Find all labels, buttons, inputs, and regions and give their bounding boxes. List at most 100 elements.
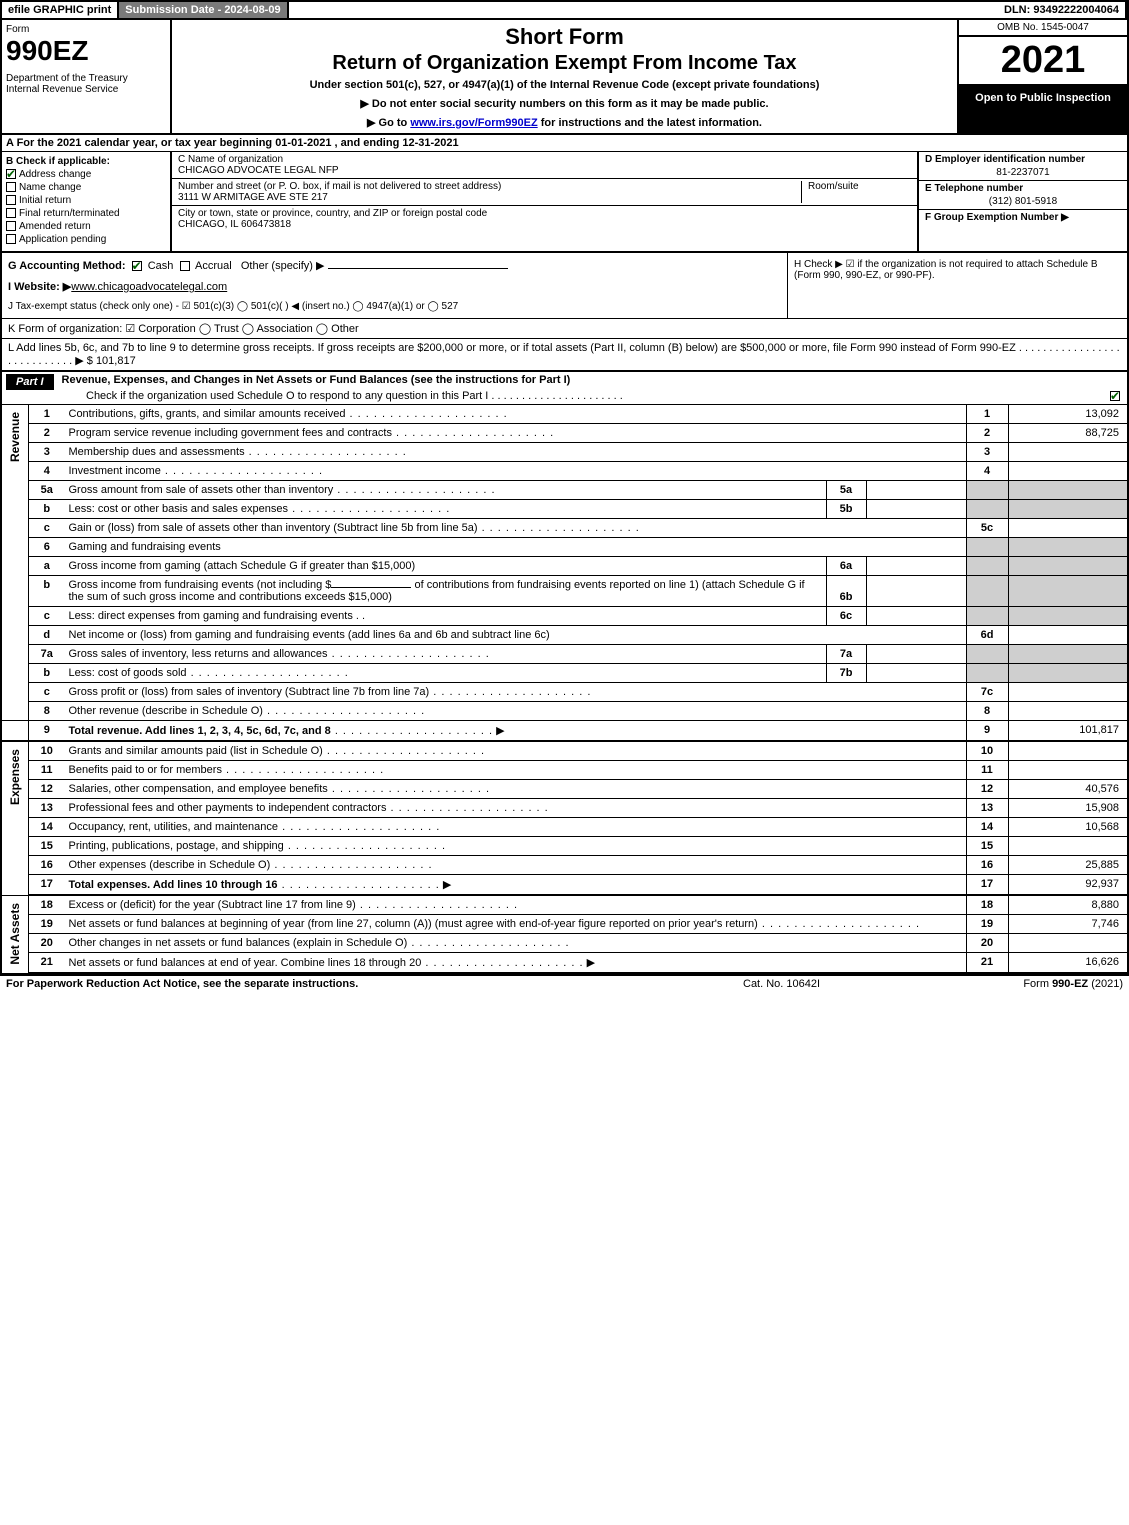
part1-title: Revenue, Expenses, and Changes in Net As… [62, 374, 1123, 386]
footer-left: For Paperwork Reduction Act Notice, see … [6, 978, 743, 990]
rt-no-shaded [966, 481, 1008, 500]
part1-sub: Check if the organization used Schedule … [6, 390, 1123, 402]
g-label: G Accounting Method: [8, 260, 126, 272]
line-no: 19 [29, 915, 65, 934]
line-5c: c Gain or (loss) from sale of assets oth… [1, 519, 1128, 538]
checkbox-icon[interactable] [180, 261, 190, 271]
rt-no: 3 [966, 443, 1008, 462]
line-4: 4 Investment income 4 [1, 462, 1128, 481]
line-5a: 5a Gross amount from sale of assets othe… [1, 481, 1128, 500]
line-no: 7a [29, 645, 65, 664]
section-g: G Accounting Method: Cash Accrual Other … [8, 259, 781, 272]
rt-val-shaded [1008, 607, 1128, 626]
c-city-label: City or town, state or province, country… [178, 208, 911, 219]
sub-val [866, 645, 966, 664]
submission-date: Submission Date - 2024-08-09 [119, 2, 288, 18]
chk-final-return[interactable]: Final return/terminated [6, 208, 166, 219]
line-no: 18 [29, 895, 65, 915]
chk-amended-return[interactable]: Amended return [6, 221, 166, 232]
line-18: Net Assets 18 Excess or (deficit) for th… [1, 895, 1128, 915]
line-no: 5a [29, 481, 65, 500]
org-city: CHICAGO, IL 606473818 [178, 219, 911, 230]
rt-no: 15 [966, 837, 1008, 856]
checkbox-icon[interactable] [6, 208, 16, 218]
chk-name-change[interactable]: Name change [6, 182, 166, 193]
rt-val: 40,576 [1008, 780, 1128, 799]
rt-val [1008, 837, 1128, 856]
c-name-row: C Name of organization CHICAGO ADVOCATE … [172, 152, 917, 179]
line-no: c [29, 607, 65, 626]
line-desc: Gross income from fundraising events (no… [65, 576, 827, 607]
section-b: B Check if applicable: Address change Na… [2, 152, 172, 251]
short-form-title: Short Form [178, 24, 951, 50]
line-desc: Grants and similar amounts paid (list in… [65, 741, 967, 761]
line-desc: Less: direct expenses from gaming and fu… [65, 607, 827, 626]
line-17: 17 Total expenses. Add lines 10 through … [1, 875, 1128, 896]
checkbox-icon[interactable] [6, 221, 16, 231]
rt-val: 15,908 [1008, 799, 1128, 818]
rt-val: 13,092 [1008, 405, 1128, 424]
line-desc: Total revenue. Add lines 1, 2, 3, 4, 5c,… [65, 721, 967, 742]
line-16: 16 Other expenses (describe in Schedule … [1, 856, 1128, 875]
header-left: Form 990EZ Department of the Treasury In… [2, 20, 172, 133]
part1-tag: Part I [6, 374, 54, 390]
rt-no-shaded [966, 538, 1008, 557]
checkbox-icon[interactable] [1110, 391, 1120, 401]
rt-no: 8 [966, 702, 1008, 721]
e-phone: E Telephone number (312) 801-5918 [919, 181, 1127, 210]
section-g-i-j: G Accounting Method: Cash Accrual Other … [2, 253, 787, 318]
rt-val: 7,746 [1008, 915, 1128, 934]
top-bar: efile GRAPHIC print Submission Date - 20… [0, 0, 1129, 20]
chk-initial-return[interactable]: Initial return [6, 195, 166, 206]
f-group-exemption: F Group Exemption Number ▶ [919, 210, 1127, 251]
line-no: 10 [29, 741, 65, 761]
line-20: 20 Other changes in net assets or fund b… [1, 934, 1128, 953]
line-desc: Other changes in net assets or fund bala… [65, 934, 967, 953]
line-desc: Gross income from gaming (attach Schedul… [65, 557, 827, 576]
rt-no: 10 [966, 741, 1008, 761]
i-label: I Website: ▶ [8, 281, 71, 293]
rt-val-shaded [1008, 538, 1128, 557]
checkbox-icon[interactable] [6, 182, 16, 192]
line-no: 8 [29, 702, 65, 721]
goto-suffix: for instructions and the latest informat… [538, 117, 762, 129]
line-5b: b Less: cost or other basis and sales ex… [1, 500, 1128, 519]
chk-application-pending[interactable]: Application pending [6, 234, 166, 245]
checkbox-icon[interactable] [132, 261, 142, 271]
footer-cat-no: Cat. No. 10642I [743, 978, 943, 990]
line-no: b [29, 500, 65, 519]
chk-address-change[interactable]: Address change [6, 169, 166, 180]
rt-no: 17 [966, 875, 1008, 896]
chk-label: Amended return [19, 221, 91, 232]
form-word: Form [6, 24, 166, 35]
c-city-row: City or town, state or province, country… [172, 206, 917, 232]
line-desc: Salaries, other compensation, and employ… [65, 780, 967, 799]
rt-no: 13 [966, 799, 1008, 818]
g-other: Other (specify) ▶ [241, 260, 325, 272]
open-to-public: Open to Public Inspection [959, 86, 1127, 133]
checkbox-icon[interactable] [6, 195, 16, 205]
line-11: 11 Benefits paid to or for members 11 [1, 761, 1128, 780]
line-no: d [29, 626, 65, 645]
line-8: 8 Other revenue (describe in Schedule O)… [1, 702, 1128, 721]
sub-val [866, 557, 966, 576]
line-2: 2 Program service revenue including gove… [1, 424, 1128, 443]
line-no: c [29, 683, 65, 702]
part1-header: Part I Revenue, Expenses, and Changes in… [0, 372, 1129, 405]
efile-print[interactable]: efile GRAPHIC print [2, 2, 119, 18]
rt-val [1008, 519, 1128, 538]
line-desc: Printing, publications, postage, and shi… [65, 837, 967, 856]
rt-val-shaded [1008, 500, 1128, 519]
org-name: CHICAGO ADVOCATE LEGAL NFP [178, 165, 911, 176]
checkbox-icon[interactable] [6, 169, 16, 179]
k-text: K Form of organization: ☑ Corporation ◯ … [8, 323, 359, 335]
checkbox-icon[interactable] [6, 234, 16, 244]
rt-no: 7c [966, 683, 1008, 702]
rt-val [1008, 462, 1128, 481]
irs-link[interactable]: www.irs.gov/Form990EZ [410, 117, 537, 129]
c-street-label: Number and street (or P. O. box, if mail… [178, 181, 801, 192]
line-desc: Less: cost or other basis and sales expe… [65, 500, 827, 519]
c-room: Room/suite [801, 181, 911, 203]
rt-no-shaded [966, 500, 1008, 519]
rt-no: 12 [966, 780, 1008, 799]
